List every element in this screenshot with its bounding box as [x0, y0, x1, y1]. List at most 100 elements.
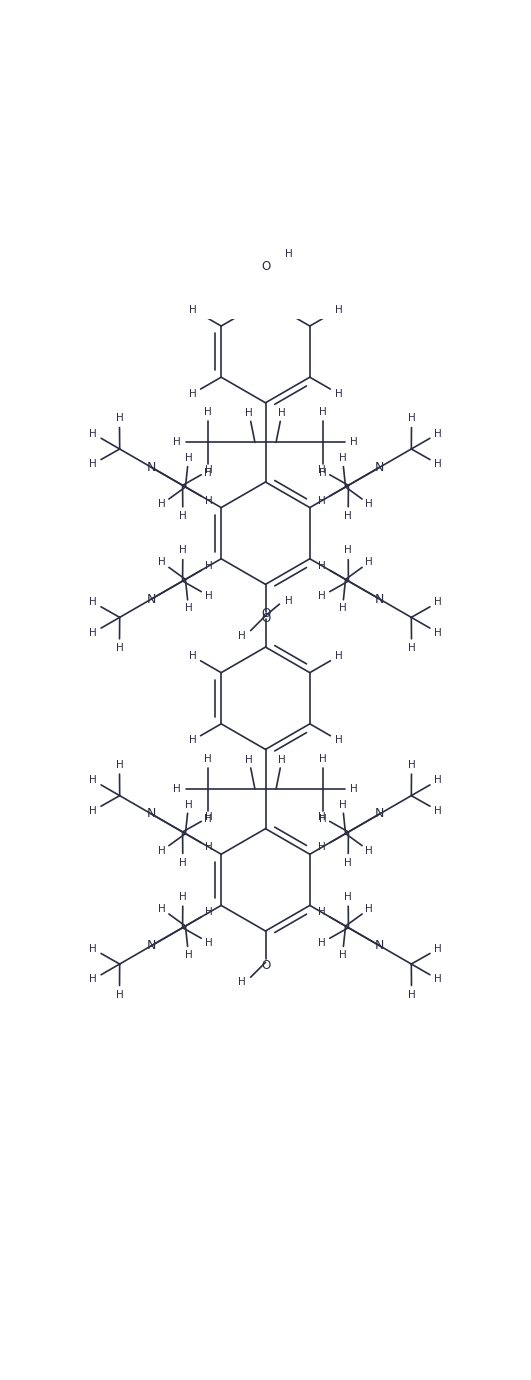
Text: H: H — [320, 814, 327, 824]
Text: H: H — [174, 784, 181, 793]
Text: H: H — [189, 305, 196, 315]
Text: H: H — [335, 305, 342, 315]
Text: H: H — [205, 495, 213, 505]
Text: H: H — [434, 974, 442, 984]
Text: H: H — [185, 453, 192, 464]
Text: H: H — [245, 408, 253, 418]
Text: H: H — [204, 468, 211, 477]
Text: H: H — [318, 938, 326, 948]
Text: H: H — [320, 468, 327, 477]
Text: H: H — [339, 800, 346, 810]
Text: H: H — [318, 591, 326, 602]
Text: H: H — [408, 643, 415, 653]
Text: H: H — [339, 603, 346, 613]
Text: H: H — [205, 907, 213, 918]
Text: N: N — [147, 940, 156, 952]
Text: H: H — [408, 760, 415, 770]
Text: H: H — [179, 545, 187, 555]
Text: O: O — [261, 607, 270, 620]
Text: H: H — [189, 651, 196, 661]
Text: H: H — [204, 753, 211, 763]
Text: N: N — [147, 807, 156, 820]
Text: O: O — [261, 259, 270, 273]
Text: H: H — [350, 437, 357, 447]
Text: N: N — [375, 807, 384, 820]
Text: H: H — [185, 800, 192, 810]
Text: H: H — [434, 628, 442, 638]
Text: N: N — [147, 461, 156, 473]
Text: H: H — [408, 413, 415, 424]
Text: N: N — [147, 593, 156, 606]
Text: H: H — [318, 560, 326, 571]
Text: H: H — [116, 643, 123, 653]
Text: H: H — [237, 631, 245, 640]
Text: O: O — [261, 959, 270, 972]
Text: H: H — [335, 736, 342, 745]
Text: N: N — [375, 940, 384, 952]
Text: H: H — [344, 891, 352, 903]
Text: H: H — [285, 250, 293, 259]
Text: H: H — [339, 949, 346, 960]
Text: H: H — [158, 500, 166, 509]
Text: H: H — [335, 651, 342, 661]
Text: H: H — [205, 591, 213, 602]
Text: H: H — [89, 974, 97, 984]
Text: H: H — [278, 755, 286, 765]
Text: H: H — [89, 460, 97, 469]
Text: H: H — [320, 407, 327, 417]
Text: H: H — [204, 407, 211, 417]
Text: H: H — [189, 736, 196, 745]
Text: H: H — [89, 628, 97, 638]
Text: H: H — [434, 944, 442, 954]
Text: H: H — [116, 413, 123, 424]
Text: H: H — [116, 989, 123, 999]
Text: H: H — [434, 460, 442, 469]
Text: H: H — [320, 753, 327, 763]
Text: H: H — [89, 944, 97, 954]
Text: H: H — [318, 811, 326, 822]
Text: H: H — [245, 755, 253, 765]
Text: H: H — [205, 842, 213, 853]
Text: H: H — [185, 949, 192, 960]
Text: H: H — [237, 977, 245, 987]
Text: H: H — [185, 603, 192, 613]
Text: N: N — [375, 593, 384, 606]
Text: H: H — [205, 560, 213, 571]
Text: H: H — [434, 429, 442, 439]
Text: H: H — [365, 558, 373, 567]
Text: H: H — [344, 857, 352, 868]
Text: H: H — [318, 465, 326, 475]
Text: H: H — [318, 495, 326, 505]
Text: O: O — [261, 611, 270, 625]
Text: H: H — [278, 408, 286, 418]
Text: H: H — [89, 598, 97, 607]
Text: H: H — [318, 907, 326, 918]
Text: H: H — [339, 453, 346, 464]
Text: H: H — [434, 806, 442, 816]
Text: H: H — [344, 545, 352, 555]
Text: H: H — [189, 389, 196, 399]
Text: H: H — [344, 511, 352, 522]
Text: N: N — [375, 461, 384, 473]
Text: H: H — [205, 811, 213, 822]
Text: H: H — [285, 596, 293, 606]
Text: H: H — [365, 500, 373, 509]
Text: H: H — [179, 511, 187, 522]
Text: H: H — [158, 904, 166, 914]
Text: H: H — [434, 776, 442, 785]
Text: H: H — [318, 842, 326, 853]
Text: H: H — [350, 784, 357, 793]
Text: H: H — [179, 891, 187, 903]
Text: H: H — [205, 938, 213, 948]
Text: H: H — [365, 846, 373, 856]
Text: H: H — [335, 389, 342, 399]
Text: H: H — [408, 989, 415, 999]
Text: H: H — [89, 776, 97, 785]
Text: H: H — [179, 857, 187, 868]
Text: H: H — [158, 558, 166, 567]
Text: H: H — [174, 437, 181, 447]
Text: H: H — [158, 846, 166, 856]
Text: H: H — [434, 598, 442, 607]
Text: H: H — [89, 429, 97, 439]
Text: H: H — [116, 760, 123, 770]
